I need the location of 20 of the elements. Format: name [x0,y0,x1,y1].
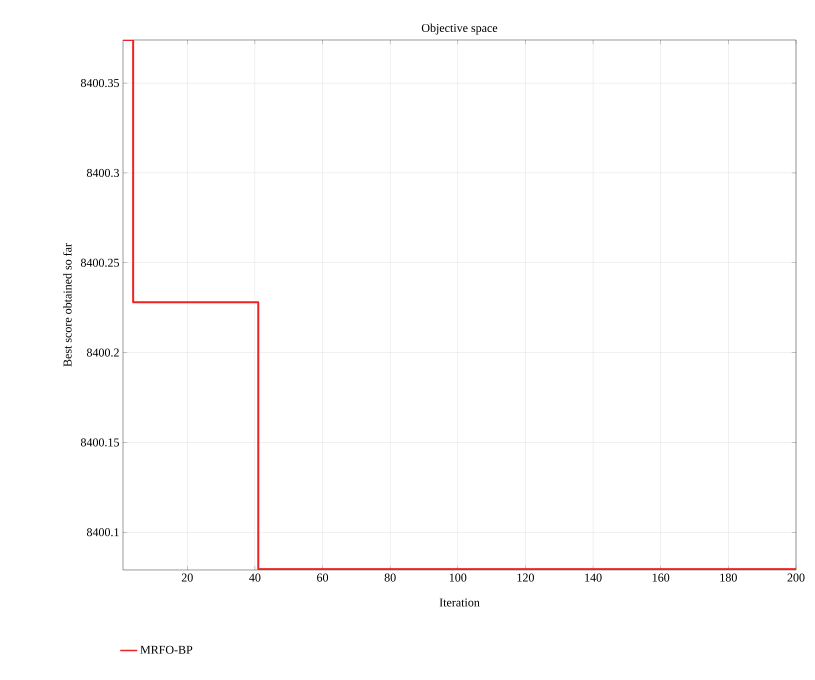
x-tick-label: 140 [585,574,602,582]
y-tick-label: 8400.1 [86,528,119,536]
x-tick-label: 80 [384,574,396,582]
x-tick-label: 200 [788,574,805,582]
y-tick-label: 8400.2 [86,348,119,357]
x-tick-label: 40 [249,574,260,582]
chart-title: Objective space [422,24,498,34]
x-tick-label: 100 [450,574,466,582]
x-tick-label: 180 [720,574,737,582]
x-tick-label: 60 [317,574,328,582]
y-tick-label: 8400.15 [80,438,120,447]
legend-label: MRFO-BP [140,646,192,654]
y-tick-label: 8400.35 [80,79,120,88]
x-tick-label: 160 [652,574,670,582]
y-tick-label: 8400.25 [80,258,120,267]
x-axis-title: Iteration [440,598,480,607]
x-tick-label: 20 [182,574,193,582]
x-tick-label: 120 [517,574,534,582]
y-tick-label: 8400.3 [86,168,120,177]
y-axis-title: Best score obtained so far [63,243,72,367]
